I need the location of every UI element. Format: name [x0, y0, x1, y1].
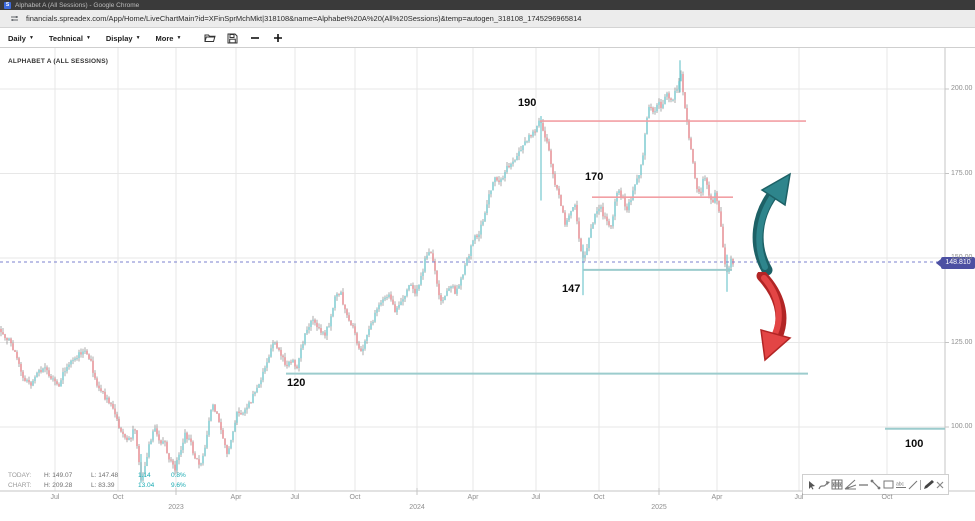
legend-chart-row: CHART: H: 209.28 L: 83.39 13.04 9.6%: [8, 481, 201, 491]
chart-area[interactable]: ALPHABET A (ALL SESSIONS) 148.810 TODAY:…: [0, 48, 975, 521]
menu-daily[interactable]: Daily ▼: [8, 34, 34, 43]
price-axis-label: 150.00: [951, 254, 973, 261]
close-icon[interactable]: [936, 481, 944, 489]
level-label-190[interactable]: 190: [518, 97, 537, 109]
menu-more-label: More: [155, 33, 174, 43]
zoom-in-icon[interactable]: [272, 32, 284, 44]
price-legend: TODAY: H: 149.07 L: 147.48 1.14 0.8% CHART: H…: [8, 471, 201, 491]
time-axis-label: 2025: [651, 504, 667, 511]
time-axis-label: Jul: [794, 494, 804, 501]
menu-daily-label: Daily: [8, 33, 26, 43]
menu-display-label: Display: [105, 33, 133, 43]
time-axis-label: Oct: [112, 494, 124, 501]
legend-today-label: TODAY:: [8, 472, 32, 479]
time-axis-label: Oct: [349, 494, 361, 501]
break-down-arrow-icon[interactable]: [748, 272, 803, 364]
menu-display[interactable]: Display ▼: [106, 34, 141, 43]
time-axis-label: Oct: [881, 494, 893, 501]
menu-more[interactable]: More ▼: [156, 34, 182, 43]
grid-icon[interactable]: [831, 479, 843, 490]
window-title: Alphabet A (All Sessions) - Google Chrom…: [15, 1, 140, 9]
legend-chart-pct: 9.6%: [171, 482, 186, 489]
price-axis-label: 175.00: [951, 169, 973, 177]
spreadex-favicon-icon: S: [4, 1, 11, 9]
time-axis-label: 2023: [168, 504, 184, 511]
level-label-100[interactable]: 100: [905, 438, 924, 450]
menu-technical[interactable]: Technical ▼: [49, 34, 91, 43]
open-folder-icon[interactable]: [204, 33, 217, 43]
time-axis-label: Jul: [50, 494, 60, 501]
candlestick-chart: [0, 48, 975, 495]
legend-chart-low: L: 83.39: [91, 482, 115, 489]
legend-today-low: L: 147.48: [91, 472, 119, 479]
time-axis-label: Jul: [531, 494, 541, 501]
pencil-icon[interactable]: [923, 479, 935, 490]
save-icon[interactable]: [227, 33, 238, 44]
rectangle-icon[interactable]: [883, 480, 894, 489]
url-text[interactable]: financials.spreadex.com/App/Home/LiveCha…: [26, 14, 582, 23]
chevron-down-icon: ▼: [85, 35, 91, 41]
zoom-out-icon[interactable]: [249, 32, 261, 44]
legend-today-row: TODAY: H: 149.07 L: 147.48 1.14 0.8%: [8, 471, 201, 481]
chevron-down-icon: ▼: [135, 35, 141, 41]
bounce-up-arrow-icon[interactable]: [750, 172, 815, 277]
chevron-down-icon: ▼: [28, 35, 34, 41]
price-axis-label: 200.00: [951, 85, 973, 92]
pointer-icon[interactable]: [807, 480, 817, 490]
level-label-170[interactable]: 170: [585, 171, 604, 183]
time-axis-label: Jul: [290, 494, 300, 501]
time-axis-label: Apr: [230, 494, 242, 501]
text-icon-glyph: abc: [896, 482, 905, 488]
diagonal-line-icon[interactable]: [908, 480, 918, 490]
time-axis-label: Apr: [467, 494, 479, 501]
legend-chart-change: 13.04: [138, 482, 155, 489]
time-axis-label: Apr: [711, 494, 723, 501]
text-label-icon[interactable]: abc: [895, 480, 907, 489]
legend-today-change: 1.14: [138, 472, 151, 479]
level-label-120[interactable]: 120: [287, 377, 306, 389]
legend-chart-high: H: 209.28: [44, 482, 73, 489]
polyline-arrow-icon[interactable]: [818, 480, 830, 490]
site-settings-icon[interactable]: [10, 14, 19, 23]
legend-today-high: H: 149.07: [44, 472, 73, 479]
legend-chart-label: CHART:: [8, 482, 32, 489]
legend-today-pct: 0.8%: [171, 472, 186, 479]
current-price-badge: 148.810: [936, 257, 975, 269]
drawing-toolbar: abc: [802, 474, 949, 495]
price-axis-label: 125.00: [951, 338, 973, 346]
level-label-147[interactable]: 147: [562, 283, 581, 295]
horizontal-line-icon[interactable]: [858, 481, 869, 489]
candlestick-series: [0, 60, 734, 483]
angle-lines-icon[interactable]: [844, 479, 857, 490]
chevron-down-icon: ▼: [176, 35, 182, 41]
instrument-label: ALPHABET A (ALL SESSIONS): [8, 58, 109, 65]
window-titlebar: S Alphabet A (All Sessions) - Google Chr…: [0, 0, 975, 10]
browser-url-bar[interactable]: financials.spreadex.com/App/Home/LiveCha…: [0, 10, 975, 28]
price-axis-label: 100.00: [951, 423, 973, 430]
trend-segment-icon[interactable]: [870, 479, 881, 490]
chart-menubar: Daily ▼ Technical ▼ Display ▼ More ▼: [0, 29, 975, 48]
toolbar-divider: [919, 479, 922, 491]
time-axis-label: Oct: [593, 494, 605, 501]
menu-technical-label: Technical: [48, 33, 83, 43]
time-axis-label: 2024: [409, 504, 425, 511]
